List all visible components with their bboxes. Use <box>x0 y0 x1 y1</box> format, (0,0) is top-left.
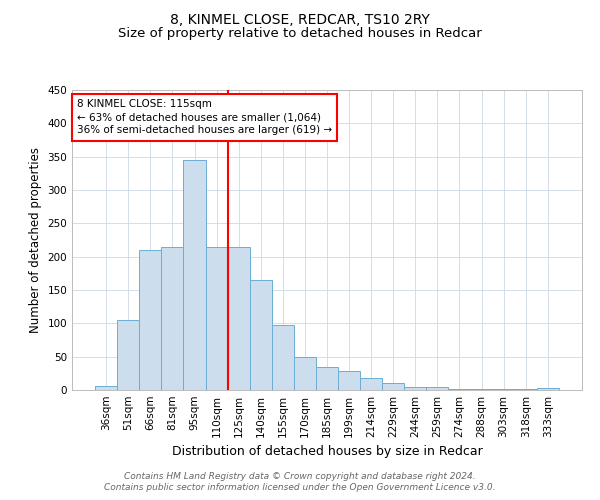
Bar <box>139 250 161 390</box>
Bar <box>272 324 294 390</box>
Text: Size of property relative to detached houses in Redcar: Size of property relative to detached ho… <box>118 28 482 40</box>
Bar <box>227 246 250 390</box>
Bar <box>382 384 404 390</box>
Bar <box>338 372 360 390</box>
Bar <box>184 160 206 390</box>
Bar <box>515 388 537 390</box>
Bar <box>206 246 227 390</box>
Bar <box>316 366 338 390</box>
X-axis label: Distribution of detached houses by size in Redcar: Distribution of detached houses by size … <box>172 446 482 458</box>
Bar <box>250 280 272 390</box>
Bar <box>404 386 427 390</box>
Text: 8, KINMEL CLOSE, REDCAR, TS10 2RY: 8, KINMEL CLOSE, REDCAR, TS10 2RY <box>170 12 430 26</box>
Y-axis label: Number of detached properties: Number of detached properties <box>29 147 42 333</box>
Bar <box>294 356 316 390</box>
Text: Contains HM Land Registry data © Crown copyright and database right 2024.
Contai: Contains HM Land Registry data © Crown c… <box>104 472 496 492</box>
Bar <box>117 320 139 390</box>
Bar <box>161 246 184 390</box>
Bar <box>360 378 382 390</box>
Bar <box>427 386 448 390</box>
Text: 8 KINMEL CLOSE: 115sqm
← 63% of detached houses are smaller (1,064)
36% of semi-: 8 KINMEL CLOSE: 115sqm ← 63% of detached… <box>77 99 332 136</box>
Bar <box>470 388 493 390</box>
Bar <box>493 388 515 390</box>
Bar <box>537 388 559 390</box>
Bar <box>95 386 117 390</box>
Bar <box>448 388 470 390</box>
